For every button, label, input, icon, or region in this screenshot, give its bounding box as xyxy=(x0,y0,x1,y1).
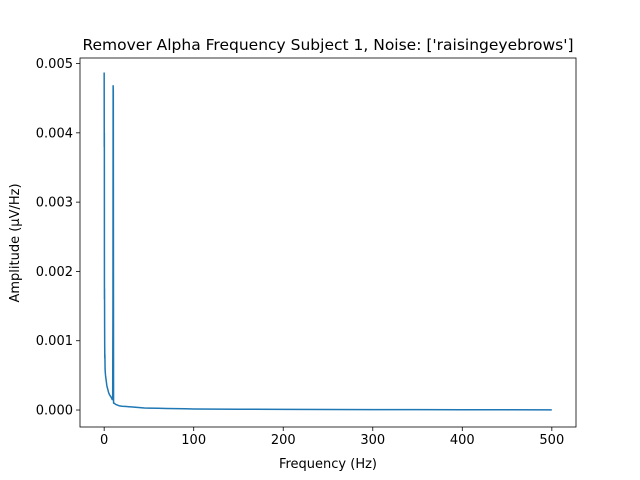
axes: 0 100 200 300 400 500 0.000 0.001 0.002 0.003 0.00… xyxy=(36,57,577,448)
y-tick-label: 0.002 xyxy=(36,265,73,280)
y-tick-label: 0.000 xyxy=(36,404,73,419)
x-tick-label: 300 xyxy=(360,433,385,448)
x-tick-label: 0 xyxy=(100,433,108,448)
y-tick-label: 0.004 xyxy=(36,126,73,141)
x-axis-label: Frequency (Hz) xyxy=(279,457,377,472)
x-tick-label: 100 xyxy=(181,433,206,448)
chart-title: Remover Alpha Frequency Subject 1, Noise… xyxy=(82,36,573,54)
series-line xyxy=(103,72,552,411)
y-axis-label: Amplitude (μV/Hz) xyxy=(8,183,23,302)
y-tick-label: 0.003 xyxy=(36,196,73,211)
x-tick-label: 400 xyxy=(450,433,475,448)
y-tick-label: 0.005 xyxy=(36,57,73,72)
x-tick-label: 500 xyxy=(539,433,564,448)
plot-frame xyxy=(79,57,577,428)
x-tick-label: 200 xyxy=(271,433,296,448)
y-tick-label: 0.001 xyxy=(36,334,73,349)
